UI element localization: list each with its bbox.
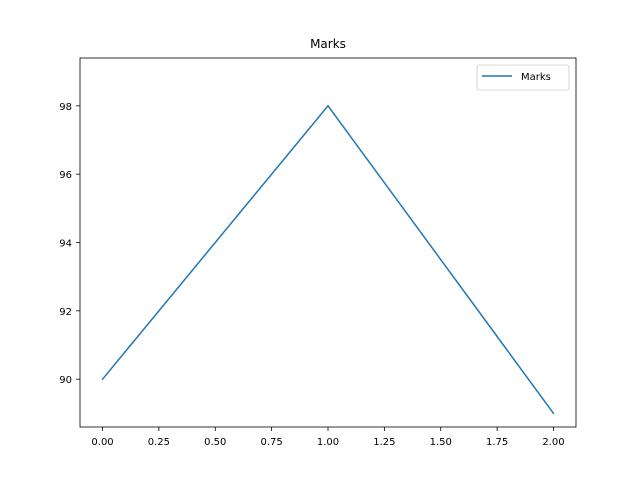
series-layer — [101, 105, 555, 415]
y-tick-label: 94 — [59, 239, 72, 250]
x-tick-label: 0.25 — [148, 437, 170, 448]
x-tick-label: 1.50 — [430, 437, 452, 448]
chart-title: Marks — [310, 37, 346, 51]
data-point — [552, 412, 555, 415]
x-axis: 0.00 0.25 0.50 0.75 1.00 1.25 1.50 1.75 2.00 — [91, 427, 565, 448]
x-tick-label: 1.75 — [486, 437, 508, 448]
data-point — [327, 105, 329, 107]
data-point — [101, 378, 104, 380]
x-tick-label: 0.00 — [91, 437, 113, 448]
y-tick-label: 92 — [59, 307, 72, 318]
x-tick-label: 1.25 — [373, 437, 395, 448]
legend: Marks — [476, 64, 570, 91]
x-tick-label: 1.00 — [317, 437, 339, 448]
y-tick-label: 98 — [59, 102, 72, 113]
x-tick-label: 0.50 — [204, 437, 226, 448]
legend-label-marks: Marks — [521, 72, 551, 83]
legend-box — [476, 64, 570, 91]
y-axis: 90 92 94 96 98 — [59, 102, 80, 386]
y-tick-label: 90 — [59, 375, 72, 386]
x-tick-label: 2.00 — [542, 437, 564, 448]
y-tick-label: 96 — [59, 170, 72, 181]
x-tick-label: 0.75 — [261, 437, 283, 448]
